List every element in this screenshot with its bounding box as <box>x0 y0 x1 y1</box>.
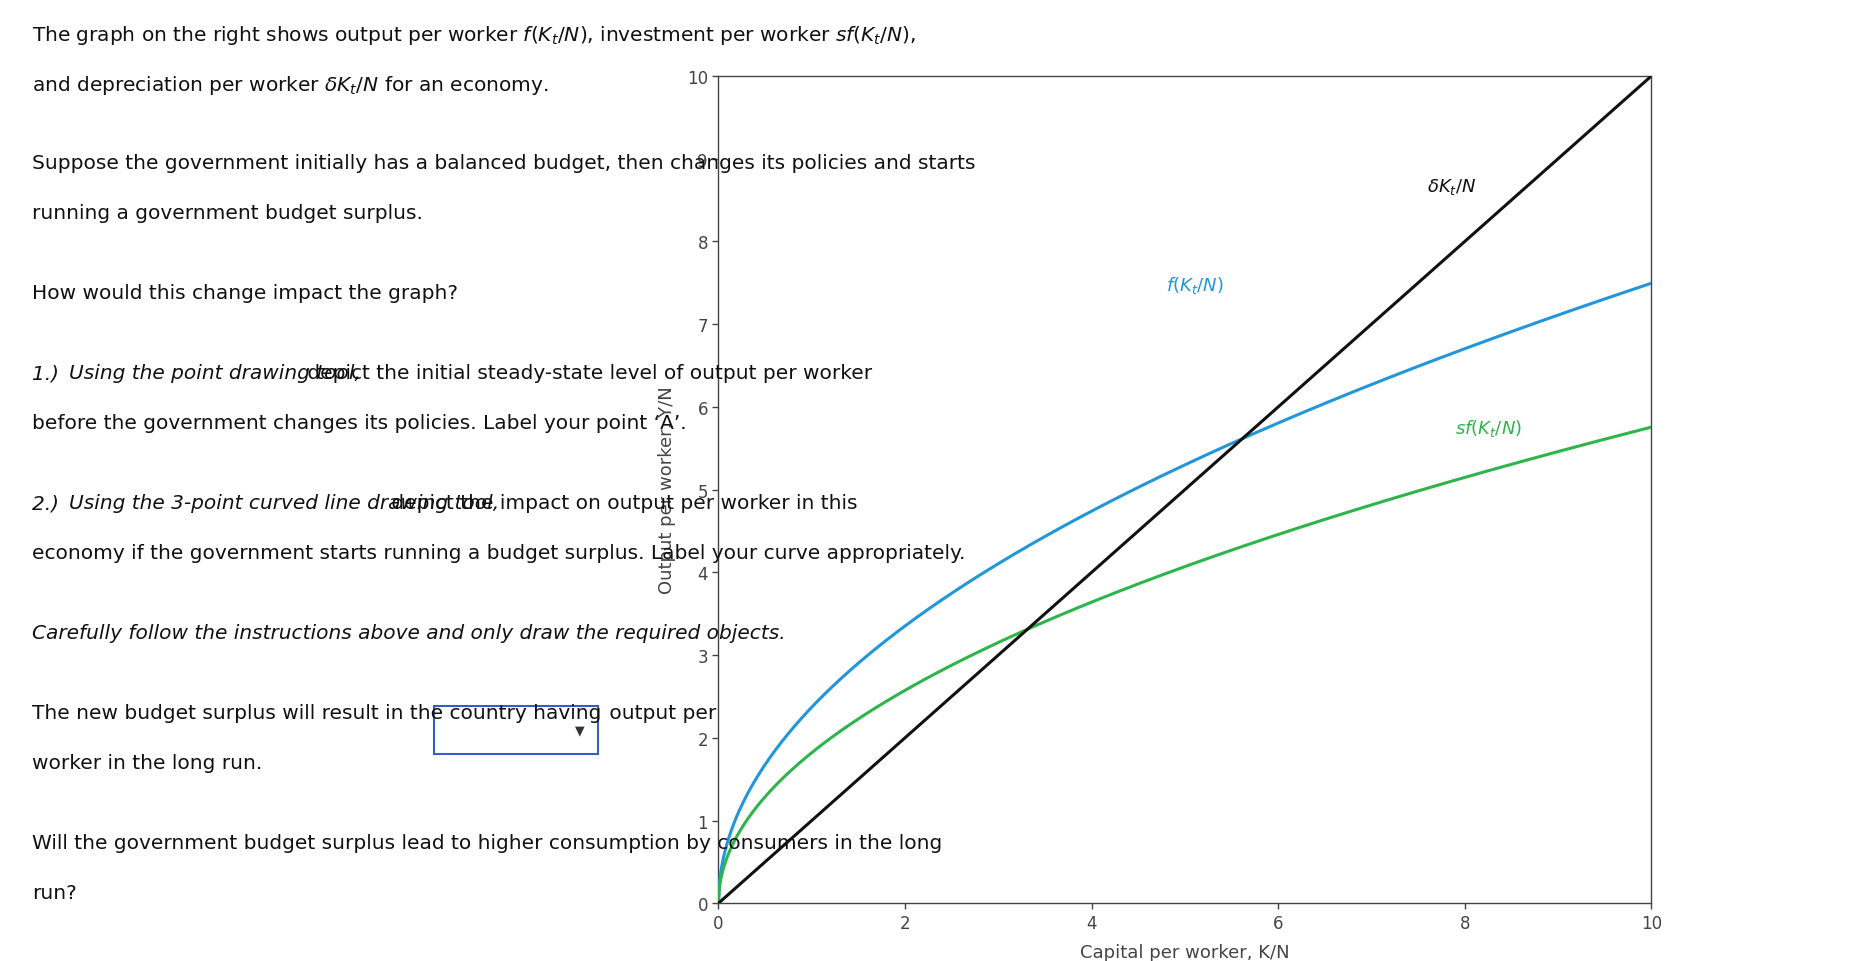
Text: 1.): 1.) <box>32 364 73 382</box>
Text: running a government budget surplus.: running a government budget surplus. <box>32 204 424 223</box>
Text: $\delta K_t/N$: $\delta K_t/N$ <box>1427 177 1476 197</box>
Text: The new budget surplus will result in the country having: The new budget surplus will result in th… <box>32 703 601 723</box>
Text: Carefully follow the instructions above and only draw the required objects.: Carefully follow the instructions above … <box>32 624 786 643</box>
FancyBboxPatch shape <box>433 706 597 754</box>
Text: depict the initial steady-state level of output per worker: depict the initial steady-state level of… <box>300 364 871 382</box>
Text: depict the impact on output per worker in this: depict the impact on output per worker i… <box>384 494 856 513</box>
Text: ▼: ▼ <box>575 724 584 737</box>
Text: Using the 3-point curved line drawing tool,: Using the 3-point curved line drawing to… <box>69 494 500 513</box>
Text: and depreciation per worker $\delta K_t/N$ for an economy.: and depreciation per worker $\delta K_t/… <box>32 74 549 97</box>
Text: How would this change impact the graph?: How would this change impact the graph? <box>32 283 457 303</box>
Text: worker in the long run.: worker in the long run. <box>32 753 263 773</box>
Text: output per: output per <box>603 703 717 723</box>
Text: economy if the government starts running a budget surplus. Label your curve appr: economy if the government starts running… <box>32 544 965 563</box>
Text: before the government changes its policies. Label your point ‘A’.: before the government changes its polici… <box>32 414 687 432</box>
Text: $sf(K_t/N)$: $sf(K_t/N)$ <box>1455 418 1523 438</box>
Text: run?: run? <box>32 883 77 902</box>
Text: 2.): 2.) <box>32 494 73 513</box>
Y-axis label: Output per worker, Y/N: Output per worker, Y/N <box>657 386 675 594</box>
Text: $f(K_t/N)$: $f(K_t/N)$ <box>1166 275 1224 296</box>
Text: Will the government budget surplus lead to higher consumption by consumers in th: Will the government budget surplus lead … <box>32 833 942 852</box>
Text: The graph on the right shows output per worker $f(K_t/N)$, investment per worker: The graph on the right shows output per … <box>32 24 916 47</box>
Text: Suppose the government initially has a balanced budget, then changes its policie: Suppose the government initially has a b… <box>32 154 976 173</box>
Text: Using the point drawing tool,: Using the point drawing tool, <box>69 364 360 382</box>
X-axis label: Capital per worker, K/N: Capital per worker, K/N <box>1080 943 1289 961</box>
